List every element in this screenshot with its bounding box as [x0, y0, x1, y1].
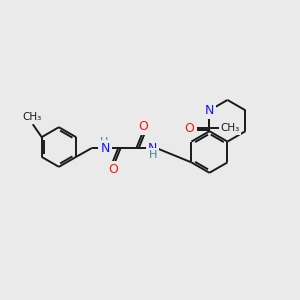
- Text: H: H: [100, 137, 108, 147]
- Text: CH₃: CH₃: [22, 112, 41, 122]
- Text: N: N: [205, 104, 214, 117]
- Text: N: N: [148, 142, 157, 154]
- Text: CH₃: CH₃: [220, 123, 240, 133]
- Text: O: O: [185, 122, 195, 135]
- Text: N: N: [101, 142, 110, 154]
- Text: O: O: [138, 120, 148, 133]
- Text: H: H: [149, 150, 158, 160]
- Text: O: O: [109, 163, 118, 176]
